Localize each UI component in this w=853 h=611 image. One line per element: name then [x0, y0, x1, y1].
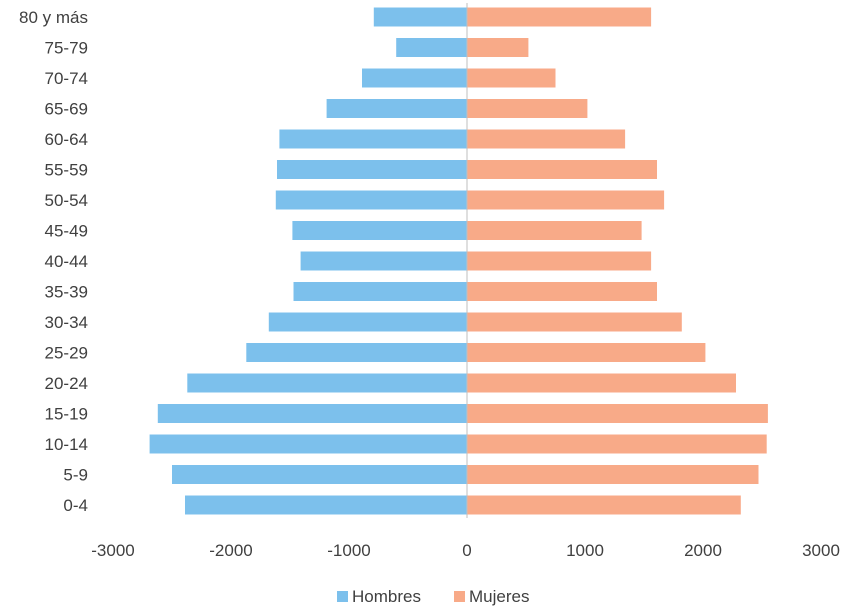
bar-mujeres	[467, 7, 652, 27]
bar-mujeres	[467, 434, 767, 454]
bar-hombres	[373, 7, 467, 27]
bar-hombres	[279, 129, 467, 149]
bar-mujeres	[467, 99, 588, 118]
bar-mujeres	[467, 38, 529, 57]
bar-hombres	[157, 404, 468, 423]
x-tick-label: -1000	[327, 541, 370, 560]
category-labels: 80 y más 75-79 70-74 65-69 60-64 55-59 50-54 45…	[19, 8, 88, 515]
bar-hombres	[326, 99, 467, 118]
category-label: 55-59	[45, 161, 88, 180]
bar-mujeres	[467, 160, 657, 179]
category-label: 40-44	[45, 252, 88, 271]
bar-mujeres	[467, 282, 657, 301]
bar-mujeres	[467, 312, 682, 332]
category-label: 10-14	[45, 435, 88, 454]
category-label: 30-34	[45, 313, 88, 332]
x-tick-labels: -3000 -2000 -1000 0 1000 2000 3000	[91, 541, 840, 560]
legend: Hombres Mujeres	[337, 587, 529, 606]
bar-mujeres	[467, 251, 652, 271]
category-label: 25-29	[45, 344, 88, 363]
category-label: 60-64	[45, 130, 88, 149]
bar-mujeres	[467, 495, 741, 515]
bar-hombres	[268, 312, 467, 332]
category-label: 0-4	[63, 496, 88, 515]
bar-mujeres	[467, 190, 665, 210]
bar-hombres	[187, 373, 468, 393]
x-tick-label: -2000	[209, 541, 252, 560]
bar-hombres	[292, 221, 467, 240]
x-tick-label: 0	[462, 541, 471, 560]
bar-mujeres	[467, 221, 642, 240]
category-label: 65-69	[45, 100, 88, 119]
bar-hombres	[172, 465, 467, 484]
bar-mujeres	[467, 373, 736, 393]
x-tick-label: -3000	[91, 541, 134, 560]
legend-swatch-hombres	[337, 591, 348, 602]
x-tick-label: 2000	[684, 541, 722, 560]
category-label: 75-79	[45, 39, 88, 58]
bar-hombres	[275, 190, 467, 210]
bar-hombres	[246, 343, 467, 362]
category-label: 15-19	[45, 405, 88, 424]
legend-swatch-mujeres	[454, 591, 465, 602]
bar-mujeres	[467, 465, 759, 484]
legend-label-mujeres: Mujeres	[469, 587, 529, 606]
bar-hombres	[300, 251, 467, 271]
category-label: 50-54	[45, 191, 88, 210]
bar-hombres	[293, 282, 467, 301]
bar-mujeres	[467, 343, 706, 362]
bar-mujeres	[467, 68, 556, 88]
x-tick-label: 3000	[802, 541, 840, 560]
bar-hombres	[149, 434, 467, 454]
bar-hombres	[362, 68, 467, 88]
category-label: 5-9	[63, 466, 88, 485]
category-label: 80 y más	[19, 8, 88, 27]
legend-label-hombres: Hombres	[352, 587, 421, 606]
bar-hombres	[185, 495, 467, 515]
category-label: 35-39	[45, 283, 88, 302]
category-label: 45-49	[45, 222, 88, 241]
category-label: 20-24	[45, 374, 88, 393]
category-label: 70-74	[45, 69, 88, 88]
bar-mujeres	[467, 404, 768, 423]
bars	[149, 7, 768, 515]
x-tick-label: 1000	[566, 541, 604, 560]
bar-hombres	[277, 160, 467, 179]
bar-mujeres	[467, 129, 626, 149]
bar-hombres	[396, 38, 467, 57]
